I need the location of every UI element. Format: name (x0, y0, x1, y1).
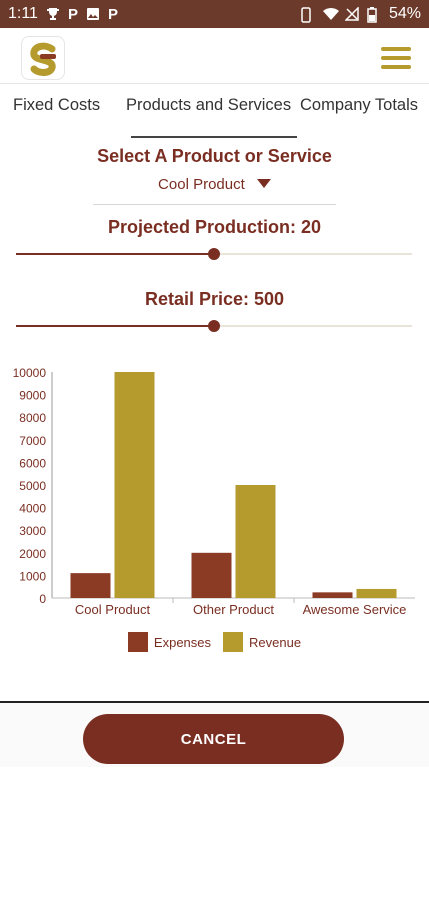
tab-fixed-costs[interactable]: Fixed Costs (13, 96, 101, 114)
bar-revenue-1 (235, 485, 276, 598)
legend-label-expenses: Expenses (153, 634, 212, 650)
bar-expenses-1 (191, 552, 232, 598)
parking-icon: P (67, 5, 78, 23)
retail-price-label: Retail Price: 500 (144, 289, 285, 309)
app-logo[interactable] (21, 36, 65, 80)
bar-revenue-0 (114, 372, 155, 598)
y-tick-label: 7000 (19, 434, 46, 448)
chart-legend: Expenses Revenue (0, 632, 429, 652)
status-time: 1:11 (8, 5, 38, 22)
tab-bar: Fixed Costs Products and Services Compan… (0, 86, 429, 132)
y-tick-label: 3000 (19, 524, 46, 538)
y-tick-label: 4000 (19, 502, 46, 516)
legend-swatch-revenue (223, 632, 244, 652)
selector-divider (93, 204, 336, 205)
status-bar: 1:11 P P 54% (0, 0, 429, 28)
legend-swatch-expenses (127, 632, 148, 652)
signal-off-icon (344, 6, 359, 21)
battery-percent: 54% (388, 5, 421, 22)
x-tick-label: Cool Product (75, 602, 151, 617)
slider-fill (16, 325, 214, 327)
dropdown-arrow-icon (256, 178, 271, 188)
y-tick-label: 5000 (19, 479, 46, 493)
app-header (0, 28, 429, 84)
cancel-button[interactable]: CANCEL (83, 714, 344, 764)
hamburger-menu-icon[interactable] (381, 47, 411, 71)
footer-divider (0, 701, 429, 703)
slider-thumb[interactable] (208, 320, 220, 332)
projected-production-slider[interactable] (16, 246, 412, 262)
x-tick-label: Awesome Service (303, 602, 407, 617)
bar-expenses-0 (70, 573, 111, 598)
y-tick-label: 1000 (19, 569, 46, 583)
y-tick-label: 10000 (13, 366, 47, 380)
x-tick-label: Other Product (193, 602, 274, 617)
y-tick-label: 8000 (19, 411, 46, 425)
projected-production-label: Projected Production: 20 (107, 217, 322, 237)
product-dropdown[interactable]: Cool Product (0, 176, 429, 193)
y-tick-label: 0 (39, 592, 46, 606)
trophy-icon (46, 7, 60, 21)
y-tick-label: 2000 (19, 547, 46, 561)
status-right: 54% (301, 5, 421, 23)
legend-item-revenue: Revenue (223, 632, 301, 652)
tab-company-totals[interactable]: Company Totals (300, 96, 419, 114)
status-left: 1:11 P P (8, 5, 118, 23)
bar-chart-svg: 0 1000 2000 3000 4000 5000 6000 7000 8000 9000 100… (13, 366, 415, 617)
image-icon (86, 7, 100, 21)
parking-icon-2: P (107, 5, 118, 23)
y-tick-label: 9000 (19, 389, 46, 403)
bar-revenue-2 (356, 588, 397, 598)
tab-products-and-services[interactable]: Products and Services (126, 96, 292, 114)
product-dropdown-value: Cool Product (158, 176, 245, 193)
select-product-title: Select A Product or Service (97, 146, 332, 166)
battery-icon (367, 7, 381, 23)
bar-chart: 0 1000 2000 3000 4000 5000 6000 7000 8000 9000 100… (0, 360, 429, 660)
wifi-icon (322, 7, 339, 21)
y-tick-label: 6000 (19, 456, 46, 470)
legend-item-expenses: Expenses (127, 632, 212, 652)
legend-label-revenue: Revenue (249, 634, 302, 650)
active-tab-indicator (131, 136, 297, 138)
slider-thumb[interactable] (208, 248, 220, 260)
bar-expenses-2 (312, 592, 353, 598)
retail-price-slider[interactable] (16, 318, 412, 334)
slider-fill (16, 253, 214, 255)
phone-icon (301, 7, 315, 23)
